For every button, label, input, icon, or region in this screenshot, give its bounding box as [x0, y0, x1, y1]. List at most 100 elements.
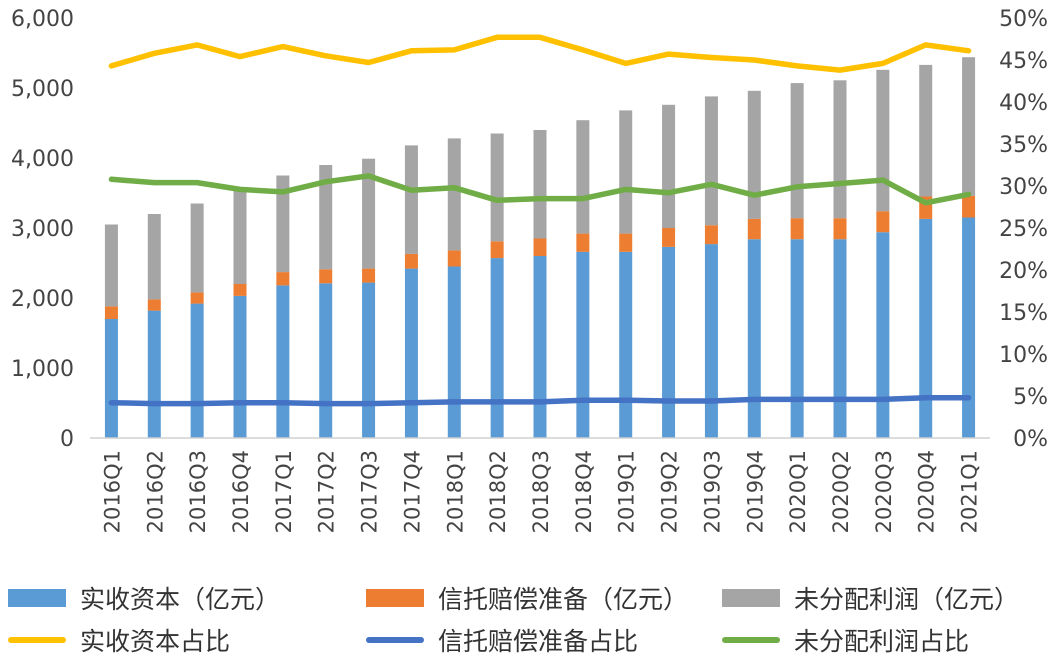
bar-undistributed-profit-2017Q1 — [276, 175, 290, 273]
bar-paid-in-capital-2016Q1 — [104, 319, 118, 438]
x-tick-label: 2018Q3 — [529, 450, 553, 533]
bar-undistributed-profit-2017Q4 — [404, 145, 418, 254]
x-tick-label: 2017Q1 — [272, 450, 296, 533]
bar-paid-in-capital-2020Q1 — [790, 239, 804, 438]
combo-chart: 0 1,000 2,000 3,000 4,000 5,000 6,000 0% 5% 10% 1… — [11, 7, 1048, 533]
x-tick-label: 2021Q1 — [958, 450, 982, 533]
bar-undistributed-profit-2016Q2 — [147, 214, 161, 300]
x-tick-label: 2019Q3 — [700, 450, 724, 533]
y-left-ticks: 0 1,000 2,000 3,000 4,000 5,000 6,000 — [11, 7, 74, 452]
x-tick-label: 2018Q2 — [486, 450, 510, 533]
y-left-tick-label: 1,000 — [11, 357, 74, 382]
bar-paid-in-capital-2016Q2 — [147, 310, 161, 438]
bar-reserve-2016Q4 — [233, 284, 247, 296]
bar-reserve-2018Q4 — [576, 233, 590, 252]
y-right-tick-label: 35% — [999, 133, 1048, 158]
bar-reserve-2020Q3 — [876, 211, 890, 233]
bar-reserve-2018Q2 — [490, 241, 504, 259]
legend-label: 信托赔偿准备（亿元） — [438, 585, 689, 614]
legend-label: 实收资本（亿元） — [80, 585, 281, 614]
legend-item-paid-in-capital-ratio: 实收资本占比 — [8, 622, 230, 658]
y-right-ticks: 0% 5% 10% 15% 20% 25% 30% 35% 40% 45% 50% — [999, 7, 1048, 452]
bar-paid-in-capital-2019Q3 — [704, 244, 718, 438]
legend-item-trust-compensation-reserve-ratio: 信托赔偿准备占比 — [366, 622, 638, 658]
legend-label: 未分配利润占比 — [794, 627, 970, 656]
x-tick-label: 2019Q2 — [658, 450, 682, 533]
legend: 实收资本（亿元） 信托赔偿准备（亿元） 未分配利润（亿元） 实收资本占比 信托赔… — [0, 572, 1056, 658]
x-tick-label: 2020Q1 — [786, 450, 810, 533]
bar-reserve-2020Q2 — [833, 218, 847, 240]
bar-undistributed-profit-2020Q2 — [833, 80, 847, 219]
bar-reserve-2019Q4 — [747, 218, 761, 240]
y-right-tick-label: 5% — [1013, 385, 1048, 410]
bar-layer — [104, 57, 976, 438]
bar-reserve-2019Q1 — [619, 233, 633, 252]
bar-reserve-2019Q3 — [704, 225, 718, 245]
bar-reserve-2018Q3 — [533, 238, 547, 256]
y-right-tick-label: 25% — [999, 217, 1048, 242]
bar-undistributed-profit-2021Q1 — [962, 57, 976, 196]
bar-paid-in-capital-2017Q3 — [362, 282, 376, 438]
bar-reserve-2019Q2 — [662, 228, 676, 247]
bar-reserve-2017Q1 — [276, 272, 290, 286]
x-tick-label: 2020Q3 — [872, 450, 896, 533]
legend-swatch — [8, 637, 66, 643]
bar-reserve-2016Q1 — [104, 306, 118, 319]
bar-paid-in-capital-2018Q2 — [490, 258, 504, 438]
x-ticks: 2016Q1 2016Q2 2016Q3 2016Q4 2017Q1 2017Q2 2017… — [100, 450, 981, 533]
bar-undistributed-profit-2019Q2 — [662, 104, 676, 228]
bar-paid-in-capital-2020Q3 — [876, 232, 890, 438]
y-right-tick-label: 45% — [999, 49, 1048, 74]
y-right-tick-label: 40% — [999, 91, 1048, 116]
y-left-tick-label: 6,000 — [11, 7, 74, 32]
y-right-tick-label: 10% — [999, 343, 1048, 368]
x-tick-label: 2017Q3 — [358, 450, 382, 533]
x-tick-label: 2019Q4 — [743, 450, 767, 533]
y-right-tick-label: 30% — [999, 175, 1048, 200]
bar-paid-in-capital-2017Q2 — [319, 283, 333, 438]
x-tick-label: 2016Q3 — [186, 450, 210, 533]
bar-paid-in-capital-2019Q2 — [662, 246, 676, 438]
x-tick-label: 2017Q2 — [315, 450, 339, 533]
x-tick-label: 2016Q2 — [143, 450, 167, 533]
line-layer — [108, 34, 972, 407]
bar-paid-in-capital-2020Q4 — [919, 218, 933, 438]
bar-paid-in-capital-2019Q4 — [747, 239, 761, 438]
bar-paid-in-capital-2016Q3 — [190, 303, 204, 438]
x-tick-label: 2020Q4 — [915, 450, 939, 533]
bar-paid-in-capital-2017Q4 — [404, 268, 418, 438]
bar-paid-in-capital-2021Q1 — [962, 217, 976, 438]
bar-paid-in-capital-2018Q4 — [576, 251, 590, 438]
bar-reserve-2016Q2 — [147, 299, 161, 311]
legend-swatch — [366, 637, 424, 643]
bar-reserve-2017Q3 — [362, 268, 376, 283]
bar-undistributed-profit-2016Q4 — [233, 190, 247, 284]
bar-undistributed-profit-2019Q3 — [704, 96, 718, 226]
legend-swatch — [366, 589, 424, 607]
legend-swatch — [722, 637, 780, 643]
bar-paid-in-capital-2016Q4 — [233, 295, 247, 438]
legend-item-trust-compensation-reserve: 信托赔偿准备（亿元） — [366, 580, 688, 616]
legend-item-paid-in-capital: 实收资本（亿元） — [8, 580, 280, 616]
x-tick-label: 2016Q1 — [100, 450, 124, 533]
bar-reserve-2017Q4 — [404, 253, 418, 269]
x-tick-label: 2017Q4 — [400, 450, 424, 533]
bar-undistributed-profit-2018Q1 — [447, 138, 461, 251]
legend-swatch — [8, 589, 66, 607]
bar-reserve-2018Q1 — [447, 250, 461, 267]
x-tick-label: 2018Q1 — [443, 450, 467, 533]
y-right-tick-label: 0% — [1013, 427, 1048, 452]
y-left-tick-label: 4,000 — [11, 147, 74, 172]
bar-paid-in-capital-2019Q1 — [619, 251, 633, 438]
bar-paid-in-capital-2020Q2 — [833, 239, 847, 438]
bar-paid-in-capital-2017Q1 — [276, 285, 290, 438]
bar-undistributed-profit-2018Q4 — [576, 120, 590, 234]
y-left-tick-label: 2,000 — [11, 287, 74, 312]
bar-undistributed-profit-2016Q1 — [104, 224, 118, 307]
bar-reserve-2017Q2 — [319, 269, 333, 284]
legend-item-undistributed-profit: 未分配利润（亿元） — [722, 580, 1019, 616]
bar-undistributed-profit-2017Q3 — [362, 158, 376, 269]
legend-item-undistributed-profit-ratio: 未分配利润占比 — [722, 622, 969, 658]
bar-undistributed-profit-2020Q1 — [790, 83, 804, 219]
legend-label: 未分配利润（亿元） — [794, 585, 1020, 614]
